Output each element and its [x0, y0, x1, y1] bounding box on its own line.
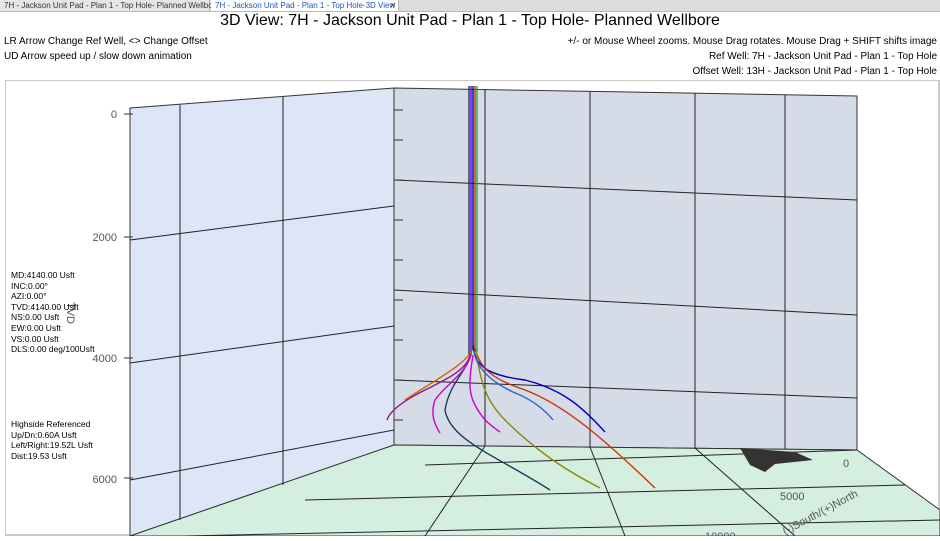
well-trace [469, 354, 501, 433]
highside-updn: Up/Dn:0.60A Usft [11, 429, 77, 440]
ns-tick-label: 10000 [705, 531, 736, 536]
well-trace [386, 354, 471, 421]
highside-leftright: Left/Right:19.52L Usft [11, 440, 93, 451]
grid-line [424, 445, 486, 537]
grid-line [393, 379, 858, 399]
readout-inc: INC:0.00° [11, 280, 48, 291]
readout-ew: EW:0.00 Usft [11, 322, 61, 333]
close-icon[interactable]: ✕ [389, 1, 396, 10]
tvd-tick-label: 0 [111, 109, 117, 121]
readout-ns: NS:0.00 Usft [11, 312, 60, 323]
grid-line [304, 484, 906, 501]
tvd-tick-label: 6000 [93, 474, 117, 486]
compass-marker [740, 448, 813, 472]
hint-animation-speed: UD Arrow speed up / slow down animation [4, 51, 192, 62]
well-trace [474, 347, 656, 489]
survey-readout: MD:4140.00 Usft INC:0.00° AZI:0.00° TVD:… [11, 270, 95, 355]
readout-vs: VS:0.00 Usft [11, 333, 59, 344]
grid-line [129, 429, 395, 481]
left-hints: LR Arrow Change Ref Well, <> Change Offs… [4, 34, 208, 64]
tab-label: 7H - Jackson Unit Pad - Plan 1 - Top Hol… [4, 1, 220, 10]
3d-viewport[interactable]: 0 2000 4000 6000 TVD 0 5000 10000 (-)Sou… [4, 79, 940, 541]
well-trace [475, 349, 601, 489]
tab-label: 7H - Jackson Unit Pad - Plan 1 - Top Hol… [215, 1, 396, 10]
well-trace [432, 354, 472, 434]
highside-title: Highside Referenced [11, 419, 91, 429]
grid-line [129, 205, 395, 241]
readout-md: MD:4140.00 Usft [11, 270, 75, 280]
readout-dls: DLS:0.00 deg/100Usft [11, 344, 95, 355]
well-trace [473, 351, 554, 421]
grid-line [129, 325, 395, 364]
3d-scene[interactable]: 0 2000 4000 6000 TVD 0 5000 10000 (-)Sou… [4, 79, 940, 541]
readout-tvd: TVD:4140.00 Usft [11, 301, 79, 312]
highside-readout: Highside Referenced Up/Dn:0.60A Usft Lef… [11, 419, 93, 461]
hint-change-well: LR Arrow Change Ref Well, <> Change Offs… [4, 36, 208, 47]
offset-well-label: Offset Well: 13H - Jackson Unit Pad - Pl… [692, 66, 937, 77]
hint-mouse-controls: +/- or Mouse Wheel zooms. Mouse Drag rot… [567, 36, 937, 47]
ns-tick-label: 0 [843, 458, 849, 470]
tvd-tick-label: 4000 [93, 353, 117, 365]
ns-tick-label: 5000 [780, 491, 804, 503]
tab-bar: 7H - Jackson Unit Pad - Plan 1 - Top Hol… [0, 0, 940, 12]
ref-well-label: Ref Well: 7H - Jackson Unit Pad - Plan 1… [708, 51, 937, 62]
well-trace [404, 349, 473, 401]
page-title: 3D View: 7H - Jackson Unit Pad - Plan 1 … [220, 12, 720, 29]
right-hints: +/- or Mouse Wheel zooms. Mouse Drag rot… [568, 34, 937, 79]
tvd-axis-label: TVD [64, 302, 76, 324]
tvd-tick-label: 2000 [93, 232, 117, 244]
readout-azi: AZI:0.00° [11, 291, 47, 302]
grid-line [694, 447, 796, 537]
grid-line [184, 519, 940, 537]
floor-plane [129, 444, 940, 537]
grid-lines [129, 90, 940, 537]
tab-3d-view[interactable]: 7H - Jackson Unit Pad - Plan 1 - Top Hol… [211, 0, 399, 11]
grid-line [589, 446, 626, 537]
highside-dist: Dist:19.53 Usft [11, 450, 67, 461]
tab-planned-wellbore[interactable]: 7H - Jackson Unit Pad - Plan 1 - Top Hol… [0, 0, 220, 11]
